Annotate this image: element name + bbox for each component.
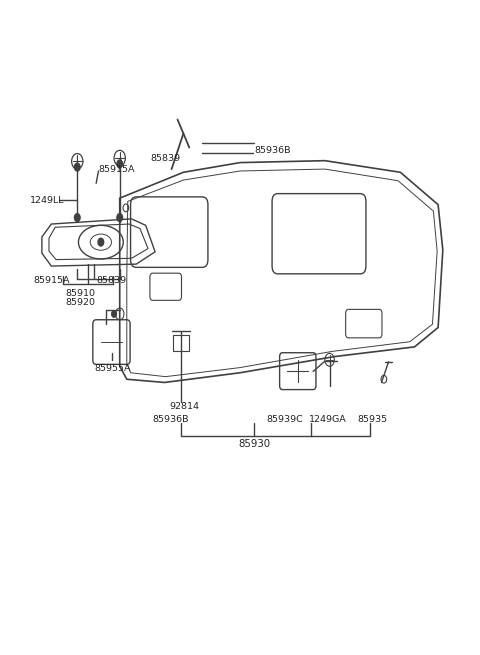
Text: 85930: 85930 [238,439,270,449]
Text: 85920: 85920 [65,299,96,307]
Text: 85839: 85839 [96,276,126,286]
Text: 85915A: 85915A [98,164,135,174]
Text: 92814: 92814 [169,402,199,411]
Circle shape [117,160,122,168]
Circle shape [112,310,117,317]
Text: 85955A: 85955A [95,364,131,373]
Text: 85939C: 85939C [266,415,303,424]
Text: 1249GA: 1249GA [309,415,347,424]
Circle shape [74,163,80,171]
Circle shape [117,214,122,221]
Text: 85936B: 85936B [254,147,291,155]
Text: 85910: 85910 [65,289,96,298]
Text: 85915A: 85915A [34,276,70,286]
Circle shape [74,214,80,221]
Text: 85839: 85839 [150,153,180,162]
Text: 85936B: 85936B [153,415,189,424]
Text: 85935: 85935 [357,415,387,424]
Circle shape [98,238,104,246]
Text: 1249LL: 1249LL [30,196,65,204]
